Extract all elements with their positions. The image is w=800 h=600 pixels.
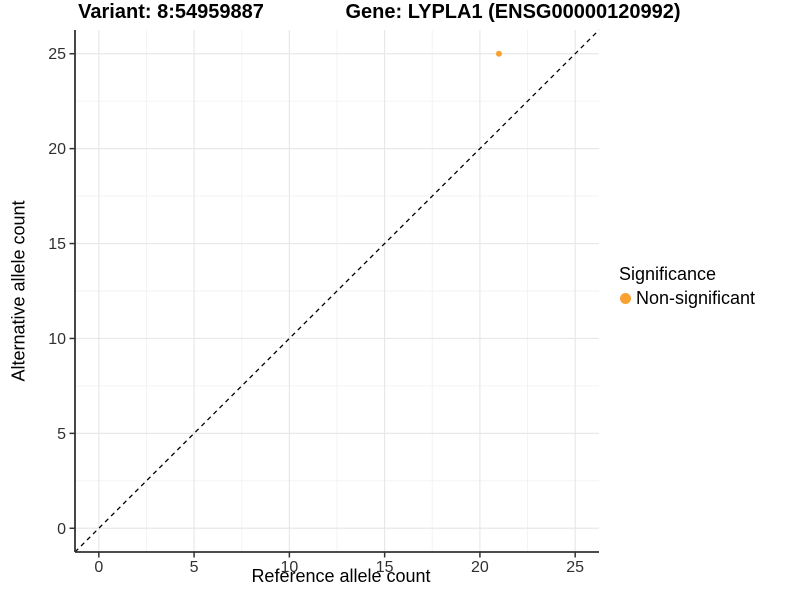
y-tick-label: 20 <box>48 141 66 158</box>
x-tick-label: 10 <box>280 559 298 576</box>
legend-item: Non-significant <box>618 288 755 309</box>
x-tick-label: 5 <box>190 559 199 576</box>
x-tick-label: 15 <box>376 559 394 576</box>
x-axis-title: Reference allele count <box>251 566 431 586</box>
variant-title: Variant: 8:54959887 <box>78 1 264 23</box>
y-axis-title: Alternative allele count <box>8 200 29 382</box>
identity-reference-line <box>74 29 600 553</box>
gene-title: Gene: LYPLA1 (ENSG00000120992) <box>345 1 681 23</box>
x-tick-label: 20 <box>471 559 489 576</box>
y-tick-label: 5 <box>57 426 66 443</box>
legend: Significance Non-significant <box>618 264 755 309</box>
y-tick-label: 15 <box>48 236 66 253</box>
y-tick-label: 0 <box>57 521 66 538</box>
y-tick-label: 25 <box>48 46 66 63</box>
data-point <box>495 50 502 57</box>
x-tick-label: 25 <box>566 559 584 576</box>
legend-title: Significance <box>619 264 717 284</box>
legend-item-label: Non-significant <box>636 288 756 308</box>
x-tick-label: 0 <box>94 559 103 576</box>
legend-point-icon <box>620 293 631 304</box>
y-tick-label: 10 <box>48 331 66 348</box>
